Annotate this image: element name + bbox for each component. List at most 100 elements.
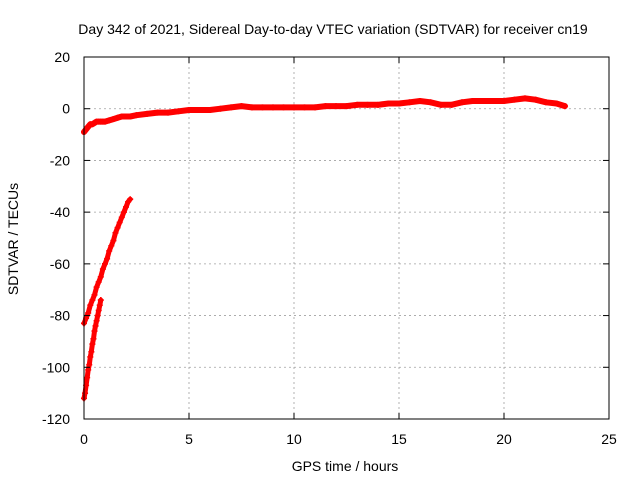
data-point [106,247,113,254]
y-tick-label: -80 [50,308,70,324]
data-point [112,229,119,236]
chart-title: Day 342 of 2021, Sidereal Day-to-day VTE… [78,21,588,37]
plot-frame [83,56,610,420]
x-tick-label: 25 [601,431,617,447]
data-point [480,97,486,104]
y-tick-label: 0 [62,101,70,117]
data-point [82,390,89,397]
data-point [228,104,234,111]
y-tick-label: -20 [50,152,70,168]
data-point [354,101,360,108]
data-point [97,273,104,280]
data-point [120,209,127,216]
data-point [108,242,115,249]
data-point [93,284,100,291]
data-point [88,348,95,355]
data-point [165,109,171,116]
data-point [417,97,423,104]
data-point [95,307,102,314]
data-point [364,101,371,108]
data-point [186,107,192,114]
data-point [343,103,350,110]
data-point [301,104,308,111]
x-tick-label: 20 [496,431,512,447]
data-point [144,110,150,117]
data-point [511,96,518,103]
data-point [270,104,276,111]
data-point [522,95,528,102]
data-point [110,116,117,123]
data-point [99,266,106,273]
data-point [92,322,99,329]
data-point [118,214,125,221]
data-point [96,302,103,309]
data-point [291,104,297,111]
data-point [501,97,507,104]
y-tick-label: -40 [50,204,70,220]
data-point [238,103,245,110]
data-point [91,328,98,335]
data-point [333,103,339,110]
data-point [553,100,560,107]
axes-layer: 0 5 10 15 20 25 -120 -100 -80 -60 -40 -20 0 20 [42,49,617,447]
y-tick-label: -100 [42,359,70,375]
data-point [438,101,444,108]
data-point [93,317,100,324]
data-point [312,104,318,111]
data-point [89,341,96,348]
data-point [84,374,91,381]
data-point [543,99,549,106]
data-point [154,109,161,116]
data-point [490,97,497,104]
data-point [127,113,134,120]
data-point [448,101,455,108]
y-tick-label: -60 [50,256,70,272]
data-point [207,107,213,114]
data-point [375,101,381,108]
x-tick-label: 5 [185,431,193,447]
data-point [175,108,182,115]
data-point [249,104,255,111]
data-point [102,118,108,125]
data-point [85,309,92,316]
data-point [104,255,111,262]
data-point [133,112,140,119]
y-tick-label: 20 [54,49,70,65]
data-point [106,117,113,124]
data-point [532,96,539,103]
y-tick-label: -120 [42,411,70,427]
data-point [114,114,121,121]
data-point [427,99,434,106]
data-point [259,104,266,111]
x-axis-label: GPS time / hours [292,458,399,474]
data-point [91,291,98,298]
data-point [87,353,94,360]
data-point [196,107,203,114]
data-point [396,100,402,107]
data-point [87,302,94,309]
data-point [89,297,96,304]
data-point [90,335,97,342]
data-point [123,203,129,210]
data-point [322,103,329,110]
data-point [86,361,93,368]
data-point [561,103,568,110]
x-tick-label: 0 [80,431,88,447]
data-point [459,99,465,106]
grid-layer [84,57,609,419]
data-point [95,278,102,285]
data-point [406,99,413,106]
data-point [280,104,287,111]
data-point [114,224,121,231]
y-axis-label: SDTVAR / TECUs [5,183,21,295]
data-point [116,219,123,226]
data-point [102,260,108,267]
data-point [127,196,134,203]
x-tick-label: 15 [391,431,407,447]
data-point [385,100,392,107]
data-point [217,105,224,112]
data-point [110,237,117,244]
data-point [469,97,476,104]
